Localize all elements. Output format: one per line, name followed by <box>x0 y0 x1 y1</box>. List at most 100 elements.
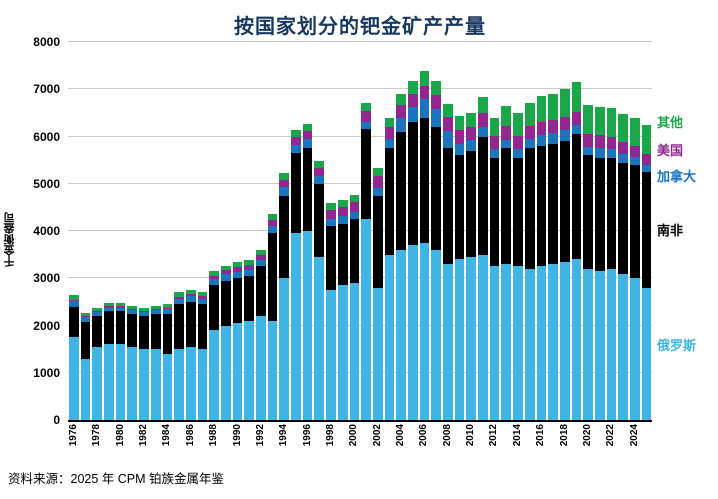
bar-1982 <box>139 42 149 420</box>
bar-segment-美国 <box>337 206 348 217</box>
bar-segment-加拿大 <box>209 279 219 286</box>
bar-segment-其他 <box>197 291 208 297</box>
bar-segment-南非 <box>571 134 582 260</box>
y-tick-label: 5000 <box>33 176 60 191</box>
x-tick-slot <box>245 424 254 460</box>
bar-2004 <box>396 42 406 420</box>
bar-segment-南非 <box>466 150 477 257</box>
bar-segment-加拿大 <box>244 269 254 276</box>
x-tick-label: 2010 <box>465 424 477 447</box>
x-tick-label: 1988 <box>208 424 220 447</box>
bar-segment-加拿大 <box>641 164 652 172</box>
bar-segment-南非 <box>115 311 126 345</box>
x-tick-label: 1976 <box>68 424 79 447</box>
bar-segment-其他 <box>630 118 640 146</box>
bar-segment-俄罗斯 <box>349 282 360 420</box>
bar-segment-加拿大 <box>174 298 184 305</box>
gridline <box>68 88 652 90</box>
bar-segment-加拿大 <box>279 187 290 196</box>
bar-segment-加拿大 <box>349 211 360 220</box>
bar-2023 <box>618 42 628 420</box>
x-tick-slot: 1978 <box>91 424 102 460</box>
bar-segment-其他 <box>314 160 325 168</box>
y-tick-label: 0 <box>53 413 60 427</box>
bar-segment-其他 <box>407 80 418 95</box>
bar-segment-南非 <box>361 129 371 220</box>
bar-segment-南非 <box>396 131 406 250</box>
bar-segment-其他 <box>478 96 488 114</box>
bar-segment-南非 <box>326 226 336 291</box>
bar-segment-俄罗斯 <box>267 320 278 420</box>
bar-1989 <box>220 42 231 420</box>
bar-1998 <box>326 42 336 420</box>
bar-segment-美国 <box>256 254 266 261</box>
x-tick-slot <box>431 424 440 460</box>
bar-segment-南非 <box>489 157 500 267</box>
x-tick-slot <box>385 424 394 460</box>
bar-segment-俄罗斯 <box>326 290 336 420</box>
bar-segment-其他 <box>361 103 371 112</box>
bar-2007 <box>431 42 441 420</box>
bar-segment-其他 <box>174 292 184 297</box>
bar-segment-美国 <box>314 167 325 177</box>
bar-segment-加拿大 <box>220 274 231 281</box>
bar-segment-俄罗斯 <box>419 242 430 420</box>
gridline <box>68 277 652 279</box>
bar-segment-加拿大 <box>197 298 208 305</box>
x-tick-slot: 1984 <box>161 424 172 460</box>
bar-segment-其他 <box>466 112 477 128</box>
bar-segment-美国 <box>606 136 617 150</box>
bar-segment-其他 <box>104 303 114 307</box>
x-tick-label: 2014 <box>511 424 523 447</box>
bar-segment-加拿大 <box>256 260 266 267</box>
bar-1997 <box>314 42 325 420</box>
bar-segment-其他 <box>431 81 441 96</box>
bar-segment-美国 <box>220 270 231 275</box>
bar-segment-俄罗斯 <box>256 316 266 420</box>
bar-segment-其他 <box>396 93 406 106</box>
bar-segment-加拿大 <box>69 300 79 307</box>
bar-segment-俄罗斯 <box>104 344 114 420</box>
bar-segment-美国 <box>419 85 430 99</box>
x-tick-slot: 2004 <box>395 424 406 460</box>
bar-segment-俄罗斯 <box>244 320 254 420</box>
x-tick-label: 1986 <box>184 424 196 447</box>
bar-segment-加拿大 <box>559 130 570 142</box>
bar-segment-南非 <box>302 148 313 231</box>
bar-segment-俄罗斯 <box>162 353 173 420</box>
bar-segment-其他 <box>524 103 535 126</box>
bar-1981 <box>127 42 138 420</box>
x-tick-slot <box>618 424 627 460</box>
bar-2000 <box>349 42 360 420</box>
bar-1976 <box>69 42 79 420</box>
bar-segment-其他 <box>302 124 313 132</box>
bar-segment-其他 <box>349 194 360 202</box>
bar-segment-俄罗斯 <box>291 233 301 420</box>
bar-segment-其他 <box>92 308 103 311</box>
bar-segment-俄罗斯 <box>407 245 418 420</box>
y-tick-label: 4000 <box>33 224 60 238</box>
bar-segment-南非 <box>641 171 652 288</box>
bar-segment-美国 <box>536 121 547 136</box>
bar-segment-美国 <box>443 117 453 131</box>
bar-segment-加拿大 <box>127 309 138 314</box>
gridline <box>68 371 652 373</box>
bar-segment-其他 <box>244 259 254 265</box>
bar-2009 <box>454 42 465 420</box>
bar-segment-南非 <box>92 316 103 347</box>
bar-segment-美国 <box>559 117 570 131</box>
bar-segment-俄罗斯 <box>524 268 535 420</box>
bar-segment-其他 <box>256 249 266 255</box>
bar-segment-俄罗斯 <box>478 254 488 420</box>
bar-segment-俄罗斯 <box>361 219 371 420</box>
bar-segment-俄罗斯 <box>443 264 453 420</box>
x-tick-slot: 2018 <box>559 424 570 460</box>
bar-segment-其他 <box>291 129 301 138</box>
bar-segment-其他 <box>536 95 547 122</box>
bar-segment-加拿大 <box>337 216 348 224</box>
bar-segment-南非 <box>583 155 593 269</box>
bar-segment-美国 <box>361 111 371 122</box>
bar-segment-南非 <box>431 127 441 250</box>
bar-segment-其他 <box>548 93 558 120</box>
x-tick-slot <box>128 424 137 460</box>
